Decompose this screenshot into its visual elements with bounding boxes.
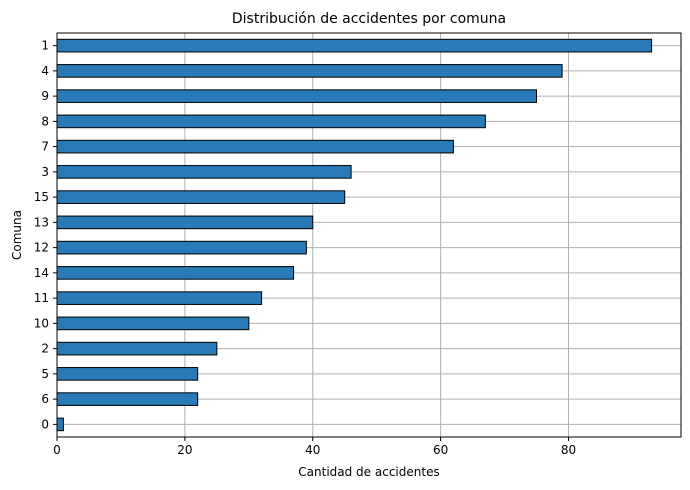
y-axis-title: Comuna [10,210,24,260]
y-tick-label: 8 [41,114,49,128]
plot-frame [56,32,682,438]
bar [56,139,454,154]
bar [56,417,64,432]
x-tick-label: 0 [53,443,61,457]
y-tick-label: 2 [41,342,49,356]
y-tick-label: 1 [41,39,49,53]
bar [56,240,307,255]
bar [56,38,653,53]
y-tick-label: 13 [34,215,49,229]
y-tick-label: 6 [41,392,49,406]
bar [56,64,563,78]
y-tick-label: 9 [41,89,49,103]
bar [56,114,486,129]
x-tick-label: 60 [433,443,448,457]
y-tick-label: 5 [41,367,49,381]
bar [56,367,199,381]
y-tick-label: 15 [34,190,49,204]
bar [56,316,250,331]
y-tick-label: 0 [41,417,49,431]
bar [56,392,199,406]
bar [56,89,538,103]
x-axis-ticks: 0 20 40 60 80 [53,437,576,457]
x-tick-label: 80 [561,443,576,457]
y-tick-label: 12 [34,241,49,255]
bar [56,266,295,280]
bar [56,341,218,356]
y-tick-label: 3 [41,165,49,179]
y-tick-label: 10 [34,316,49,330]
bar [56,291,263,305]
y-tick-label: 7 [41,140,49,154]
chart-title: Distribución de accidentes por comuna [232,11,506,27]
y-tick-label: 11 [34,291,49,305]
x-axis-title: Cantidad de accidentes [298,465,439,479]
x-tick-label: 20 [177,443,192,457]
bar [56,215,314,230]
x-tick-label: 40 [305,443,320,457]
y-tick-label: 14 [34,266,49,280]
bar [56,165,352,179]
bar [56,190,346,204]
y-tick-label: 4 [41,64,49,78]
